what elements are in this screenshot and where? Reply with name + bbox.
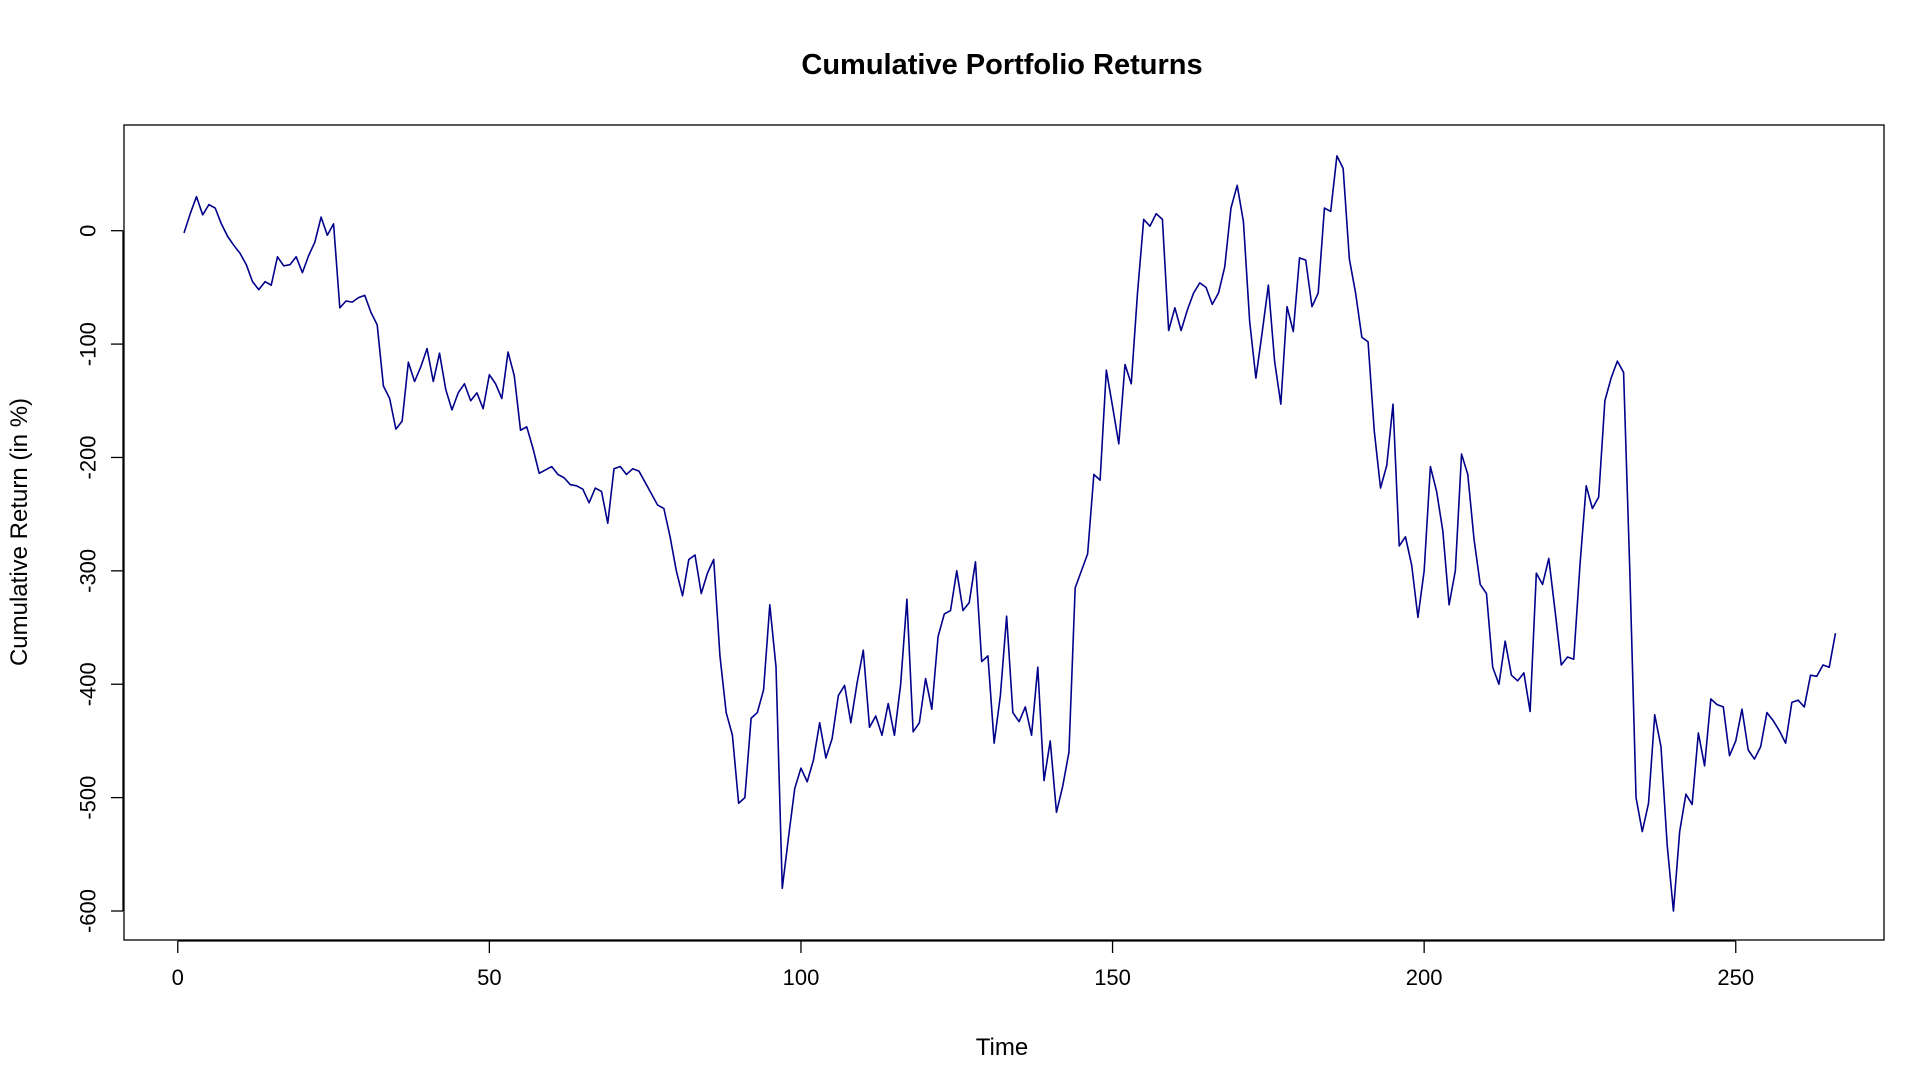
y-tick-label: -600 [76, 889, 101, 933]
y-tick-label: -500 [76, 776, 101, 820]
x-tick-label: 250 [1717, 965, 1754, 990]
y-tick-label: 0 [76, 225, 101, 237]
y-tick-label: -400 [76, 662, 101, 706]
series-line [183, 155, 1837, 912]
plot-box [123, 124, 1885, 941]
x-tick-label: 0 [172, 965, 184, 990]
x-tick-label: 50 [477, 965, 501, 990]
y-axis-label: Cumulative Return (in %) [6, 398, 33, 666]
y-tick-label: -300 [76, 549, 101, 593]
x-axis-label: Time [976, 1034, 1028, 1061]
chart-title: Cumulative Portfolio Returns [801, 49, 1202, 81]
x-axis: 0 50 100 150 200 250 [172, 940, 1754, 990]
y-tick-label: -200 [76, 435, 101, 479]
x-tick-label: 150 [1094, 965, 1131, 990]
y-tick-label: -100 [76, 322, 101, 366]
x-tick-label: 100 [783, 965, 820, 990]
x-tick-label: 200 [1406, 965, 1443, 990]
y-axis: 0 -100 -200 -300 -400 -500 -600 [76, 225, 124, 933]
